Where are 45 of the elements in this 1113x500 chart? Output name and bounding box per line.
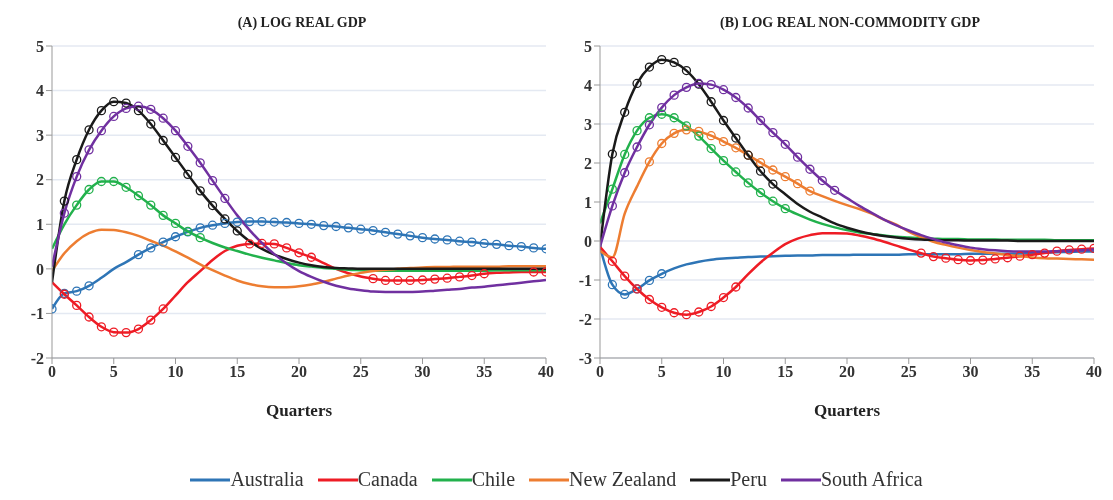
x-axis-title: Quarters [813,401,881,420]
y-tick-label: 0 [36,260,44,278]
x-tick-label: 30 [414,363,431,381]
x-tick-label: 20 [291,363,307,381]
y-tick-label: -2 [30,349,44,367]
chart-title: (A) LOG REAL GDP [236,14,368,32]
legend-label: Canada [357,468,418,491]
y-tick-label: -2 [578,310,592,328]
y-tick-label: 1 [36,215,44,233]
x-tick-label: 5 [109,363,118,381]
y-tick-label: 0 [584,232,592,250]
x-tick-label: 40 [538,363,554,381]
legend-label: Chile [471,468,516,491]
y-tick-label: 1 [584,193,592,211]
x-tick-label: 0 [48,363,56,381]
x-tick-label: 5 [657,363,666,381]
legend-label: Australia [230,468,304,491]
legend-label: South Africa [820,468,923,491]
x-tick-label: 40 [1086,363,1102,381]
y-tick-label: 4 [584,76,592,94]
x-tick-label: 0 [596,363,604,381]
x-tick-label: 25 [900,363,917,381]
y-tick-label: -3 [578,349,592,367]
x-tick-label: 25 [352,363,369,381]
y-tick-label: 2 [584,154,592,172]
y-tick-label: 3 [584,115,592,133]
x-tick-label: 15 [229,363,246,381]
y-tick-label: 3 [36,126,44,144]
x-tick-label: 35 [476,363,493,381]
y-tick-label: -1 [578,271,592,289]
y-tick-label: 4 [36,82,44,100]
x-tick-label: 10 [167,363,184,381]
y-tick-label: 5 [584,37,592,55]
x-tick-label: 20 [839,363,855,381]
x-tick-label: 35 [1024,363,1041,381]
x-axis-title: Quarters [265,401,333,420]
legend-label: New Zealand [569,468,677,491]
x-tick-label: 15 [777,363,794,381]
legend-label: Peru [730,468,767,491]
x-tick-label: 10 [715,363,732,381]
y-tick-label: 2 [36,171,44,189]
y-tick-label: 5 [36,37,44,55]
y-tick-label: -1 [30,305,44,323]
x-tick-label: 30 [962,363,979,381]
chart-title: (B) LOG REAL NON-COMMODITY GDP [718,14,981,32]
